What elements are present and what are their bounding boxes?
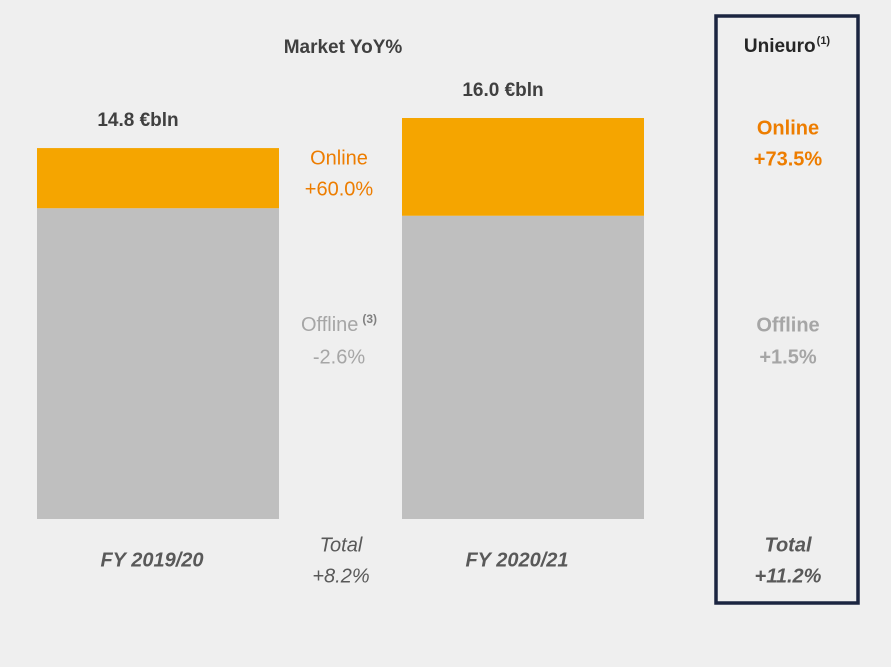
unieuro-title: Unieuro(1) (744, 35, 831, 57)
bar-segment (37, 208, 279, 519)
market-online-change: +60.0% (305, 178, 374, 200)
category-label: FY 2020/21 (465, 549, 568, 571)
unieuro-total-label: Total (764, 534, 811, 556)
offline-word: Offline (301, 314, 358, 336)
unieuro-box (714, 14, 860, 605)
total-label: 14.8 €bln (97, 110, 178, 131)
bar-segment (402, 215, 644, 519)
chart-title: Market YoY% (284, 37, 403, 58)
footnote-mark: (3) (362, 312, 377, 326)
unieuro-name: Unieuro (744, 36, 816, 57)
market-online-label: Online (310, 147, 368, 169)
market-total-change: +8.2% (312, 565, 369, 587)
category-label: FY 2019/20 (100, 549, 203, 571)
market-offline-change: -2.6% (313, 346, 365, 368)
unieuro-online-label: Online (757, 117, 819, 139)
bar-segment (402, 118, 644, 216)
footnote-mark: (1) (817, 35, 831, 47)
unieuro-offline-change: +1.5% (759, 346, 816, 368)
market-offline-label: Offline (3) (301, 312, 377, 336)
unieuro-total-change: +11.2% (755, 565, 822, 587)
unieuro-online-change: +73.5% (754, 148, 823, 170)
total-label: 16.0 €bln (462, 80, 543, 101)
bar-segment (37, 148, 279, 209)
unieuro-offline-label: Offline (756, 314, 819, 336)
market-total-label: Total (320, 534, 363, 556)
